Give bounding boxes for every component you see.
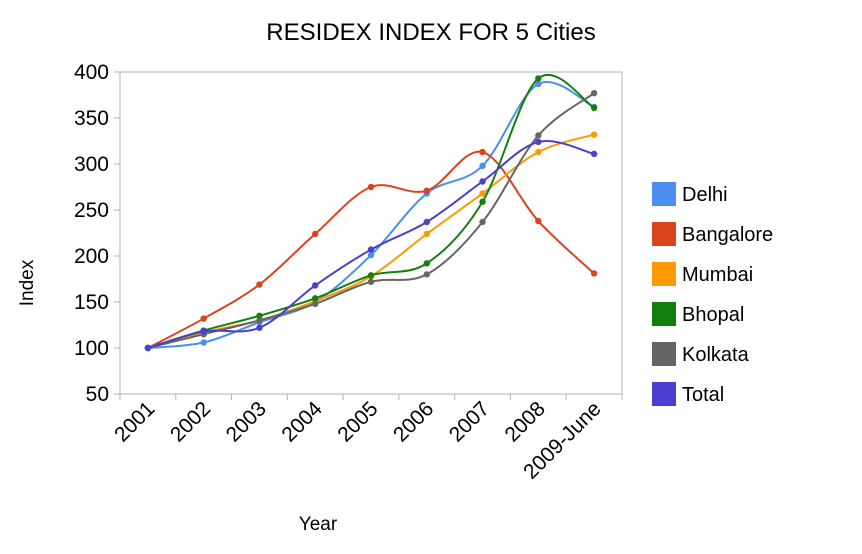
data-point-kolkata: [479, 218, 486, 226]
x-axis-label: Year: [299, 514, 338, 535]
series-line-bhopal: [147, 74, 595, 349]
data-point-bangalore: [256, 281, 263, 288]
legend: Delhi Bangalore Mumbai Bhopal Kolkata Total: [652, 182, 773, 406]
data-point-kolkata: [256, 317, 263, 324]
legend-label-delhi: Delhi: [682, 184, 728, 206]
data-point-mumbai: [479, 190, 486, 197]
data-point-total: [367, 246, 375, 253]
y-tick-label: 350: [74, 107, 109, 130]
data-point-bangalore: [312, 230, 319, 238]
data-point-mumbai: [423, 230, 430, 238]
y-tick-label: 100: [74, 337, 109, 360]
data-point-bangalore: [535, 217, 542, 225]
legend-label-bhopal: Bhopal: [682, 304, 744, 326]
legend-swatch-bhopal: [652, 302, 676, 326]
x-tick-label: 2005: [333, 397, 382, 446]
data-point-bangalore: [423, 187, 430, 194]
x-tick-label: 2008: [501, 397, 550, 446]
y-tick-label: 150: [74, 291, 109, 314]
data-point-delhi: [479, 162, 486, 170]
data-point-kolkata: [312, 300, 319, 308]
data-point-bhopal: [590, 104, 598, 112]
legend-swatch-mumbai: [652, 262, 676, 286]
data-point-total: [590, 150, 598, 158]
plot-frame: [119, 71, 623, 395]
data-point-total: [535, 138, 542, 146]
data-point-bhopal: [479, 198, 486, 205]
data-point-total: [479, 178, 486, 185]
x-tick-label: 2003: [222, 397, 271, 446]
x-tick-label: 2007: [445, 397, 494, 446]
data-point-delhi: [367, 251, 375, 259]
legend-label-mumbai: Mumbai: [682, 264, 753, 286]
data-point-bhopal: [312, 295, 319, 302]
data-point-kolkata: [535, 132, 542, 139]
y-tick-label: 250: [74, 199, 109, 222]
legend-swatch-bangalore: [652, 222, 676, 246]
data-point-kolkata: [367, 278, 375, 285]
data-point-bhopal: [367, 272, 375, 279]
data-point-kolkata: [590, 89, 598, 97]
data-point-delhi: [200, 339, 207, 346]
chart-title: RESIDEX INDEX FOR 5 Cities: [266, 19, 595, 46]
x-tick-label: 2001: [110, 397, 159, 446]
x-tick-label: 2006: [389, 397, 438, 446]
data-point-total: [312, 282, 319, 289]
data-point-mumbai: [590, 131, 598, 138]
legend-swatch-total: [652, 382, 676, 406]
legend-label-kolkata: Kolkata: [682, 344, 750, 366]
data-point-total: [423, 218, 430, 226]
y-axis-label: Index: [17, 259, 38, 306]
data-point-total: [200, 328, 207, 335]
y-tick-label: 300: [74, 153, 109, 176]
data-point-total: [256, 324, 263, 331]
series-line-delhi: [147, 81, 595, 349]
data-point-bangalore: [479, 148, 486, 156]
series-line-total: [147, 140, 595, 349]
data-point-bangalore: [367, 183, 375, 191]
data-point-bhopal: [256, 312, 263, 319]
data-point-total: [144, 344, 152, 352]
series-line-kolkata: [147, 92, 595, 349]
data-point-bhopal: [535, 75, 542, 82]
legend-label-total: Total: [682, 384, 724, 406]
data-point-kolkata: [423, 271, 430, 278]
y-tick-label: 50: [86, 383, 109, 406]
x-tick-label: 2002: [166, 397, 215, 446]
x-tick-label: 2004: [277, 397, 327, 447]
data-point-bhopal: [423, 260, 430, 267]
y-tick-label: 400: [74, 61, 109, 84]
legend-swatch-kolkata: [652, 342, 676, 366]
data-point-delhi: [535, 80, 542, 88]
series-line-mumbai: [147, 133, 595, 349]
y-tick-label: 200: [74, 245, 109, 268]
legend-label-bangalore: Bangalore: [682, 224, 773, 246]
data-point-mumbai: [535, 148, 542, 156]
data-point-bangalore: [590, 270, 598, 277]
data-point-bangalore: [200, 315, 207, 322]
legend-swatch-delhi: [652, 182, 676, 206]
